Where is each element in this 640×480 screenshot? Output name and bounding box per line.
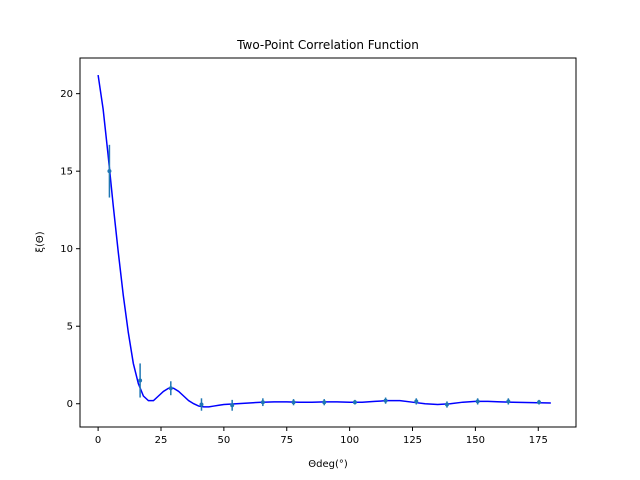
data-point	[383, 398, 388, 403]
y-tick-label: 10	[60, 244, 73, 255]
fit-curve-line	[97, 74, 551, 408]
y-tick-label: 5	[67, 322, 73, 333]
data-point	[291, 400, 296, 405]
x-tick-label: 100	[340, 435, 359, 446]
y-tick-label: 0	[67, 399, 73, 410]
data-point	[168, 386, 173, 391]
y-axis: 0 5 10 15 20	[60, 89, 80, 410]
x-tick-label: 175	[529, 435, 548, 446]
y-axis-label: ξ(Θ)	[35, 231, 46, 252]
data-point	[107, 169, 112, 174]
x-tick-label: 150	[466, 435, 485, 446]
x-tick-label: 0	[95, 435, 101, 446]
data-point	[537, 400, 542, 405]
data-point	[506, 399, 511, 404]
data-point	[260, 400, 265, 405]
data-point	[475, 399, 480, 404]
y-tick-label: 15	[60, 167, 73, 178]
chart-title: Two-Point Correlation Function	[236, 38, 419, 52]
x-tick-label: 125	[403, 435, 422, 446]
x-axis-label: Θdeg(°)	[308, 459, 348, 470]
data-point	[444, 402, 449, 407]
x-tick-label: 50	[218, 435, 231, 446]
data-point	[230, 403, 235, 408]
x-axis: 0 25 50 75 100 125 150 175	[95, 427, 548, 446]
y-tick-label: 20	[60, 89, 73, 100]
plot-area	[97, 74, 551, 411]
data-point	[414, 399, 419, 404]
plot-frame	[79, 57, 577, 428]
x-tick-label: 25	[155, 435, 168, 446]
x-tick-label: 75	[280, 435, 293, 446]
data-point	[199, 402, 204, 407]
data-point	[352, 400, 357, 405]
data-point	[322, 400, 327, 405]
data-point	[138, 378, 143, 383]
